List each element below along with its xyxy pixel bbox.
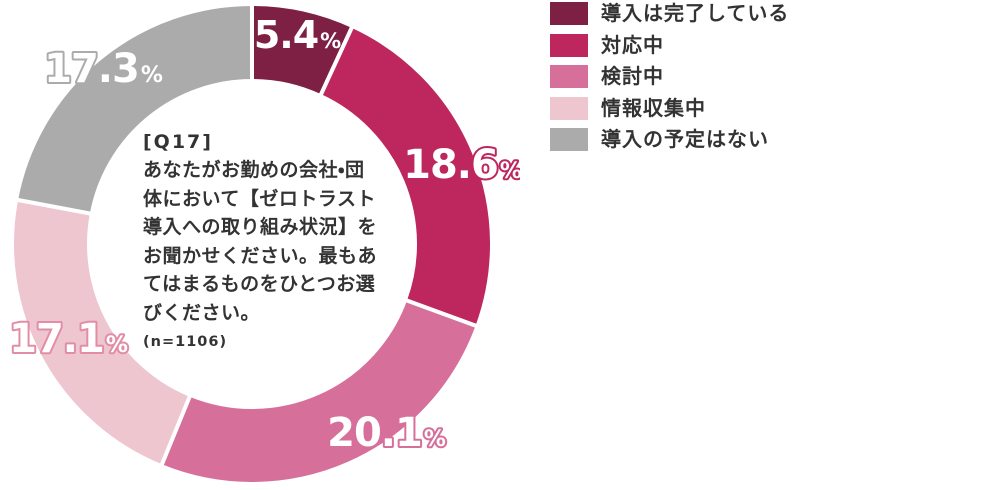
value-label-4: 17.3%	[44, 46, 163, 92]
value-label-0: 5.4%	[254, 13, 341, 57]
question-text: あなたがお勤めの会社・団 体において【ゼロトラスト 導入への取り組み状況】を お…	[143, 159, 378, 324]
value-label-1: 18.6%	[403, 142, 520, 188]
legend: 導入は完了している 対応中検討中情報収集中導入の予定はない	[550, 2, 789, 160]
legend-swatch-3	[550, 96, 588, 120]
donut-svg: 5.4% 18.6% 20.1% 17.1% 17.3%	[7, 1, 520, 486]
legend-label-0: 導入は完了している	[601, 1, 790, 25]
legend-item-1: 対応中	[550, 32, 789, 57]
donut-chart: 5.4% 18.6% 20.1% 17.1% 17.3% [Q17] あなたがお勤めの会…	[7, 1, 520, 486]
donut-segment-1	[317, 23, 494, 329]
legend-swatch-2	[550, 65, 588, 88]
legend-label-2: 検討中	[601, 64, 664, 88]
donut-segment-4	[13, 1, 254, 217]
legend-swatch-1	[550, 33, 588, 57]
legend-label-4: 導入の予定はない	[601, 127, 769, 151]
sample-size: (n=1106)	[143, 334, 228, 350]
legend-item-4: 導入の予定はない	[550, 128, 789, 151]
legend-label-1: 対応中	[601, 32, 664, 57]
donut-segment-2	[158, 297, 481, 486]
legend-label-3: 情報収集中	[601, 95, 706, 120]
legend-item-3: 情報収集中	[550, 95, 789, 120]
legend-item-0: 導入は完了している	[550, 2, 789, 25]
legend-item-2: 検討中	[550, 65, 789, 88]
value-label-3: 17.1%	[9, 316, 128, 362]
donut-segment-3	[10, 197, 193, 469]
legend-swatch-0	[550, 2, 588, 25]
legend-swatch-4	[550, 128, 588, 151]
value-label-2: 20.1%	[327, 410, 446, 456]
question-id: [Q17]	[143, 131, 213, 153]
chart-center-text: [Q17] あなたがお勤めの会社・団 体において【ゼロトラスト 導入への取り組み…	[143, 128, 393, 350]
